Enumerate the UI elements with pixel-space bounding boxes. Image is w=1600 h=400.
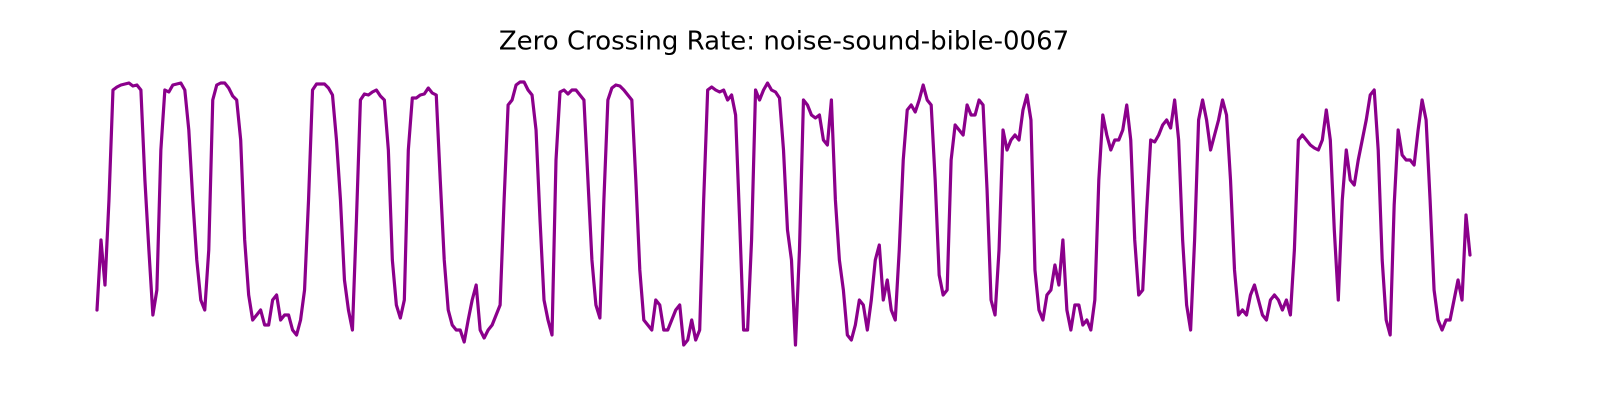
zcr-line (95, 80, 1472, 347)
chart-title: Zero Crossing Rate: noise-sound-bible-00… (499, 27, 1069, 57)
